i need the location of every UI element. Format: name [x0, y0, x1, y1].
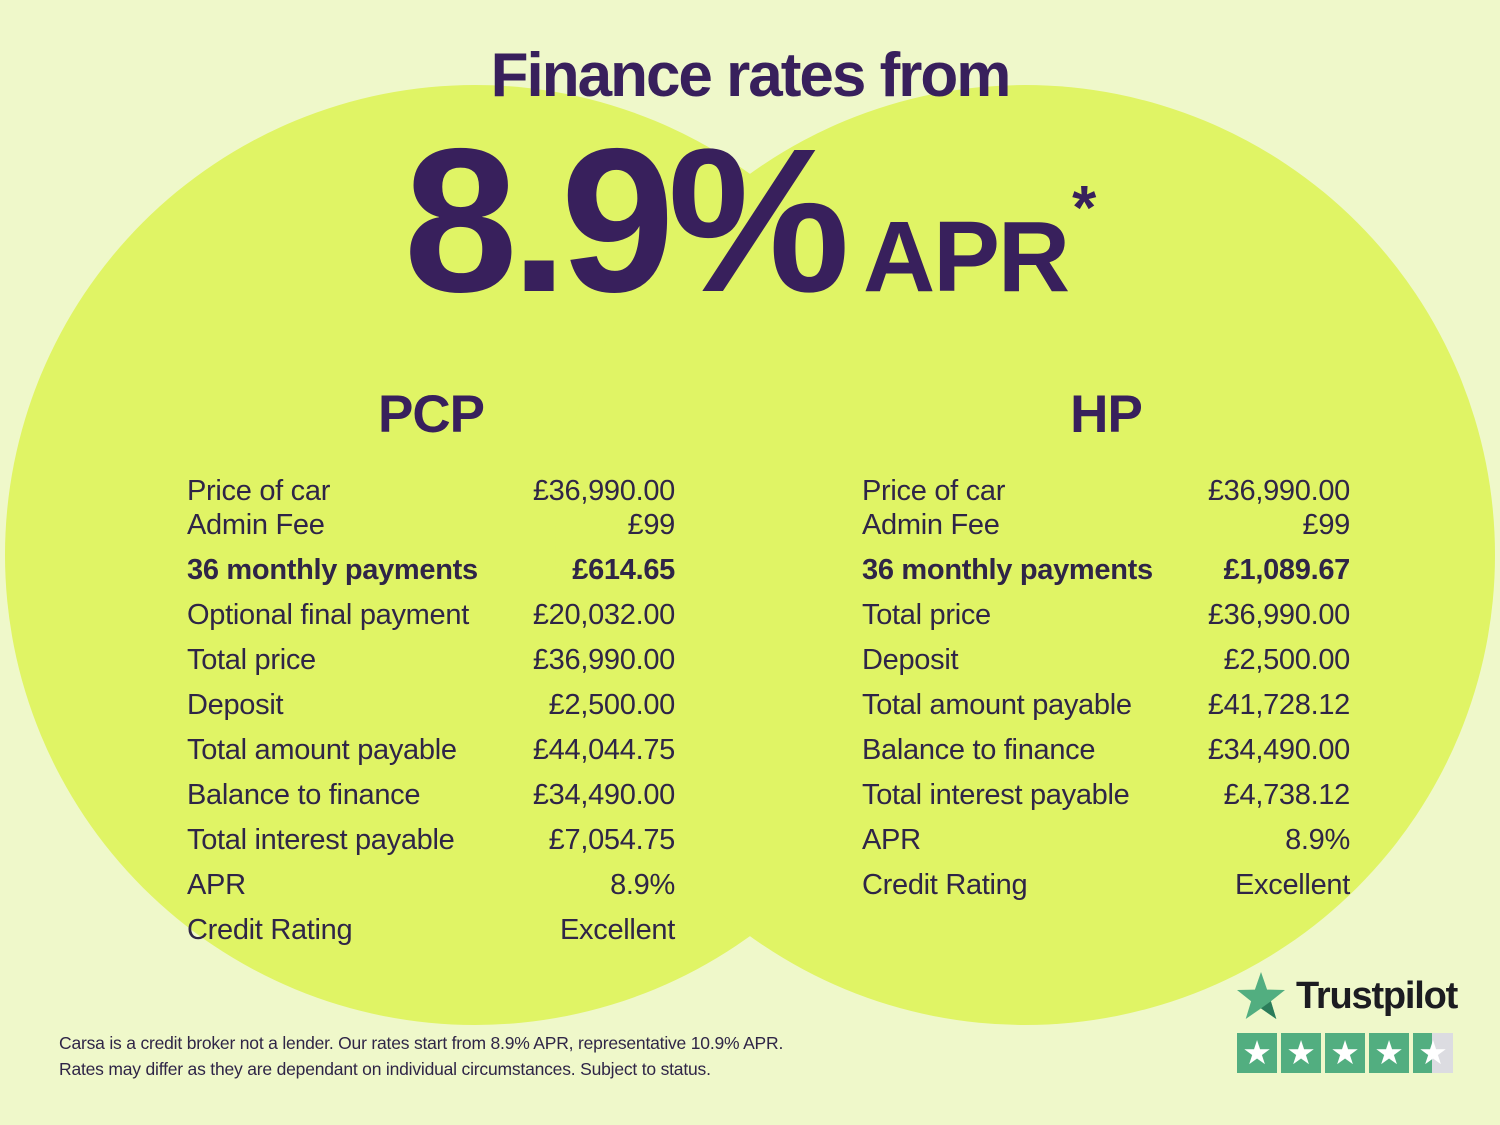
rate-asterisk: * — [1072, 174, 1097, 243]
row-value: £36,990.00 — [1207, 599, 1350, 631]
table-row: APR 8.9% — [187, 869, 675, 914]
star-box: ★ — [1325, 1033, 1365, 1073]
headline-rate: 8.9% APR * — [0, 108, 1500, 334]
table-row: 36 monthly payments £614.65 — [187, 554, 675, 599]
table-row: Total price £36,990.00 — [862, 599, 1350, 644]
row-label: Admin Fee — [187, 509, 325, 541]
star-box: ★ — [1237, 1033, 1277, 1073]
row-value: £34,490.00 — [1207, 734, 1350, 766]
table-row: Total interest payable £7,054.75 — [187, 824, 675, 869]
hp-table: HP Price of car £36,990.00 Admin Fee £99… — [862, 384, 1350, 914]
table-row: Credit Rating Excellent — [862, 869, 1350, 914]
star-box-half: ★ — [1413, 1033, 1453, 1073]
row-label: Total price — [862, 599, 991, 631]
row-value: Excellent — [1235, 869, 1350, 901]
hp-heading: HP — [1070, 385, 1143, 444]
row-value: £2,500.00 — [1223, 644, 1351, 676]
star-icon: ★ — [1418, 1033, 1448, 1072]
background-circle-right — [555, 85, 1495, 1025]
table-row: Total interest payable £4,738.12 — [862, 779, 1350, 824]
row-label: Total amount payable — [862, 689, 1132, 721]
star-icon: ★ — [1286, 1033, 1316, 1072]
row-label: Total interest payable — [862, 779, 1130, 811]
row-label: Credit Rating — [862, 869, 1028, 901]
table-row: Price of car £36,990.00 — [862, 475, 1350, 509]
row-value: £99 — [627, 509, 676, 541]
row-label: APR — [862, 824, 921, 856]
star-icon: ★ — [1242, 1033, 1272, 1072]
table-row: Credit Rating Excellent — [187, 914, 675, 959]
trustpilot-widget: Trustpilot ★ ★ ★ ★ ★ — [1236, 972, 1458, 1073]
row-label: Credit Rating — [187, 914, 353, 946]
row-label: 36 monthly payments — [862, 554, 1153, 586]
row-label: 36 monthly payments — [187, 554, 478, 586]
row-label: Deposit — [187, 689, 284, 721]
row-value: £36,990.00 — [532, 644, 675, 676]
table-row: Balance to finance £34,490.00 — [187, 779, 675, 824]
row-value: £7,054.75 — [548, 824, 676, 856]
row-value: £2,500.00 — [548, 689, 676, 721]
page-title: Finance rates from — [490, 41, 1012, 110]
star-icon: ★ — [1374, 1033, 1404, 1072]
table-row: APR 8.9% — [862, 824, 1350, 869]
row-value: £36,990.00 — [1207, 475, 1350, 507]
table-row: Optional final payment £20,032.00 — [187, 599, 675, 644]
row-label: Optional final payment — [187, 599, 469, 631]
row-label: Balance to finance — [862, 734, 1096, 766]
row-value: £44,044.75 — [532, 734, 675, 766]
disclaimer-line-1: Carsa is a credit broker not a lender. O… — [59, 1033, 784, 1053]
row-value: £34,490.00 — [532, 779, 675, 811]
table-row: Admin Fee £99 — [862, 509, 1350, 554]
star-icon: ★ — [1330, 1033, 1360, 1072]
row-value: £4,738.12 — [1223, 779, 1351, 811]
row-value: £36,990.00 — [532, 475, 675, 507]
row-label: Deposit — [862, 644, 959, 676]
table-row: Admin Fee £99 — [187, 509, 675, 554]
pcp-heading: PCP — [378, 385, 485, 444]
pcp-table: PCP Price of car £36,990.00 Admin Fee £9… — [187, 384, 675, 959]
star-box: ★ — [1281, 1033, 1321, 1073]
row-label: Total amount payable — [187, 734, 457, 766]
row-value: 8.9% — [1285, 824, 1350, 856]
row-value: £41,728.12 — [1207, 689, 1350, 721]
row-label: Total price — [187, 644, 316, 676]
table-row: 36 monthly payments £1,089.67 — [862, 554, 1350, 599]
table-row: Deposit £2,500.00 — [187, 689, 675, 734]
rate-unit: APR — [862, 201, 1070, 313]
row-label: Admin Fee — [862, 509, 1000, 541]
trustpilot-logo: Trustpilot — [1236, 972, 1458, 1020]
row-label: Price of car — [187, 475, 331, 507]
row-label: APR — [187, 869, 246, 901]
table-row: Deposit £2,500.00 — [862, 644, 1350, 689]
row-label: Price of car — [862, 475, 1006, 507]
rate-value: 8.9% — [403, 106, 850, 335]
table-row: Price of car £36,990.00 — [187, 475, 675, 509]
row-value: £614.65 — [572, 554, 675, 586]
row-value: £99 — [1302, 509, 1351, 541]
trustpilot-brand-text: Trustpilot — [1296, 974, 1458, 1017]
disclaimer-text: Carsa is a credit broker not a lender. O… — [59, 1030, 783, 1082]
row-label: Total interest payable — [187, 824, 455, 856]
row-value: £1,089.67 — [1223, 554, 1351, 586]
table-row: Total amount payable £44,044.75 — [187, 734, 675, 779]
row-value: £20,032.00 — [532, 599, 675, 631]
row-label: Balance to finance — [187, 779, 421, 811]
star-box: ★ — [1369, 1033, 1409, 1073]
trustpilot-star-rating: ★ ★ ★ ★ ★ — [1237, 1033, 1457, 1073]
trustpilot-star-icon — [1237, 972, 1285, 1019]
table-row: Total amount payable £41,728.12 — [862, 689, 1350, 734]
table-row: Total price £36,990.00 — [187, 644, 675, 689]
row-value: Excellent — [560, 914, 675, 946]
table-row: Balance to finance £34,490.00 — [862, 734, 1350, 779]
disclaimer-line-2: Rates may differ as they are dependant o… — [59, 1059, 711, 1079]
row-value: 8.9% — [610, 869, 675, 901]
